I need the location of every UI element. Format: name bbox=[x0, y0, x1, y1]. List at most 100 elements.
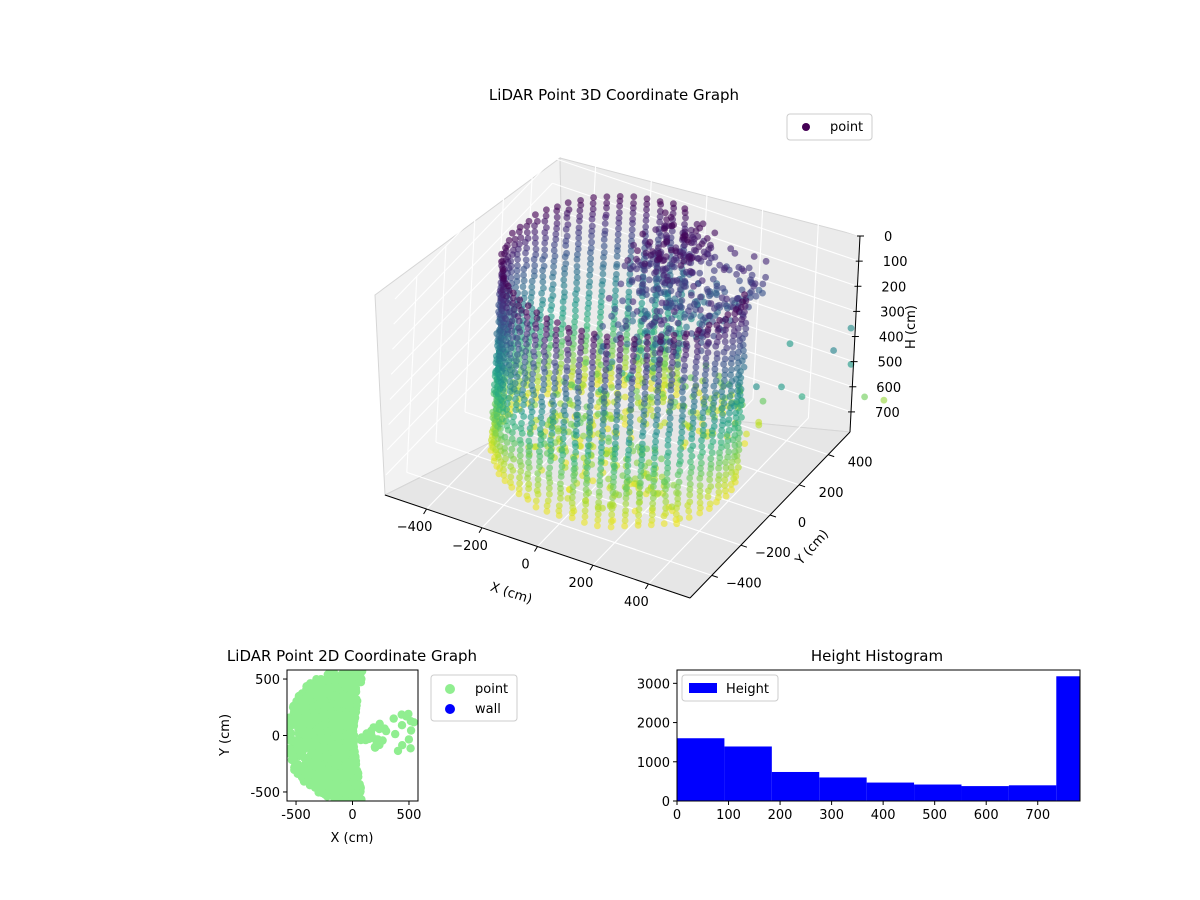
point-3d bbox=[727, 404, 734, 412]
title-2d: LiDAR Point 2D Coordinate Graph bbox=[227, 647, 477, 665]
point-3d bbox=[558, 457, 565, 464]
point-2d bbox=[287, 749, 292, 758]
point-3d bbox=[613, 401, 621, 409]
point-3d bbox=[625, 293, 633, 301]
point-3d bbox=[574, 240, 582, 248]
point-3d bbox=[701, 253, 708, 261]
point-3d bbox=[644, 339, 651, 347]
point-3d bbox=[622, 507, 629, 515]
point-3d bbox=[698, 436, 705, 444]
point-3d bbox=[516, 436, 524, 444]
point-3d bbox=[509, 429, 516, 436]
point-3d bbox=[656, 213, 664, 221]
point-3d bbox=[603, 333, 611, 341]
point-3d bbox=[729, 297, 736, 304]
point-3d bbox=[611, 440, 619, 448]
point-3d bbox=[629, 375, 636, 383]
point-3d bbox=[570, 455, 578, 463]
point-3d bbox=[511, 235, 519, 243]
legend-3d-box bbox=[786, 113, 873, 141]
point-3d bbox=[548, 430, 556, 437]
point-3d bbox=[546, 490, 553, 498]
point-2d bbox=[311, 753, 320, 762]
point-3d bbox=[664, 309, 672, 317]
point-3d bbox=[495, 470, 503, 478]
x-tick-3d: 0 bbox=[521, 558, 529, 573]
point-3d bbox=[588, 222, 596, 230]
legend-hist-box bbox=[681, 674, 779, 702]
point-3d bbox=[722, 464, 730, 472]
point-3d bbox=[726, 393, 734, 400]
point-3d bbox=[716, 261, 724, 269]
point-3d bbox=[612, 287, 619, 294]
point-3d bbox=[547, 447, 555, 455]
point-3d bbox=[718, 294, 726, 302]
point-3d bbox=[697, 504, 704, 512]
point-3d bbox=[710, 332, 718, 340]
point-3d bbox=[570, 323, 578, 331]
point-3d bbox=[515, 345, 523, 353]
y-tick-3d: 200 bbox=[819, 486, 844, 501]
point-3d bbox=[503, 293, 510, 300]
histogram-bar bbox=[771, 771, 820, 801]
point-3d bbox=[621, 262, 629, 270]
point-3d bbox=[652, 226, 660, 234]
point-3d bbox=[729, 350, 737, 357]
point-3d bbox=[762, 273, 769, 281]
point-3d bbox=[668, 227, 676, 235]
point-3d bbox=[539, 301, 546, 308]
point-3d bbox=[639, 230, 647, 238]
point-2d bbox=[329, 767, 338, 777]
point-3d bbox=[560, 407, 568, 415]
point-2d bbox=[328, 785, 337, 794]
point-3d bbox=[641, 260, 649, 268]
point-3d bbox=[594, 505, 602, 512]
point-2d bbox=[398, 741, 407, 750]
point-3d bbox=[599, 270, 607, 278]
point-3d bbox=[553, 213, 561, 221]
point-3d bbox=[710, 267, 718, 274]
point-3d bbox=[710, 399, 718, 407]
point-3d bbox=[634, 247, 641, 255]
point-3d bbox=[525, 464, 533, 471]
point-3d bbox=[745, 264, 753, 272]
point-3d bbox=[681, 333, 689, 341]
legend-2d-wall-marker bbox=[445, 704, 455, 714]
point-3d bbox=[733, 354, 741, 361]
point-3d bbox=[531, 262, 539, 269]
point-3d bbox=[711, 312, 719, 319]
point-2d bbox=[307, 684, 316, 693]
point-3d bbox=[543, 206, 550, 214]
point-3d bbox=[626, 270, 634, 278]
point-3d bbox=[722, 487, 729, 495]
point-3d bbox=[515, 302, 522, 310]
point-3d bbox=[667, 381, 675, 389]
point-3d bbox=[525, 437, 533, 445]
point-3d bbox=[627, 396, 635, 403]
point-3d bbox=[613, 271, 620, 278]
point-3d bbox=[555, 427, 562, 435]
point-3d bbox=[687, 312, 695, 320]
point-3d bbox=[682, 340, 690, 347]
z-axis-label-3d: H (cm) bbox=[904, 305, 919, 349]
point-3d bbox=[721, 355, 729, 363]
point-3d bbox=[582, 497, 589, 504]
point-3d bbox=[731, 310, 739, 318]
point-3d bbox=[613, 252, 621, 260]
point-3d bbox=[755, 421, 763, 429]
point-3d bbox=[627, 265, 635, 273]
point-3d bbox=[675, 461, 683, 468]
point-3d bbox=[719, 393, 726, 401]
point-3d bbox=[672, 510, 680, 518]
point-3d bbox=[587, 397, 595, 404]
point-3d bbox=[563, 214, 571, 222]
point-3d bbox=[715, 464, 722, 472]
point-3d bbox=[696, 482, 704, 489]
point-3d bbox=[600, 260, 607, 268]
point-3d bbox=[688, 330, 695, 337]
point-3d bbox=[687, 446, 695, 454]
point-3d bbox=[614, 237, 622, 244]
histogram-bars bbox=[677, 676, 1080, 801]
point-3d bbox=[711, 229, 719, 237]
point-3d bbox=[778, 383, 785, 391]
